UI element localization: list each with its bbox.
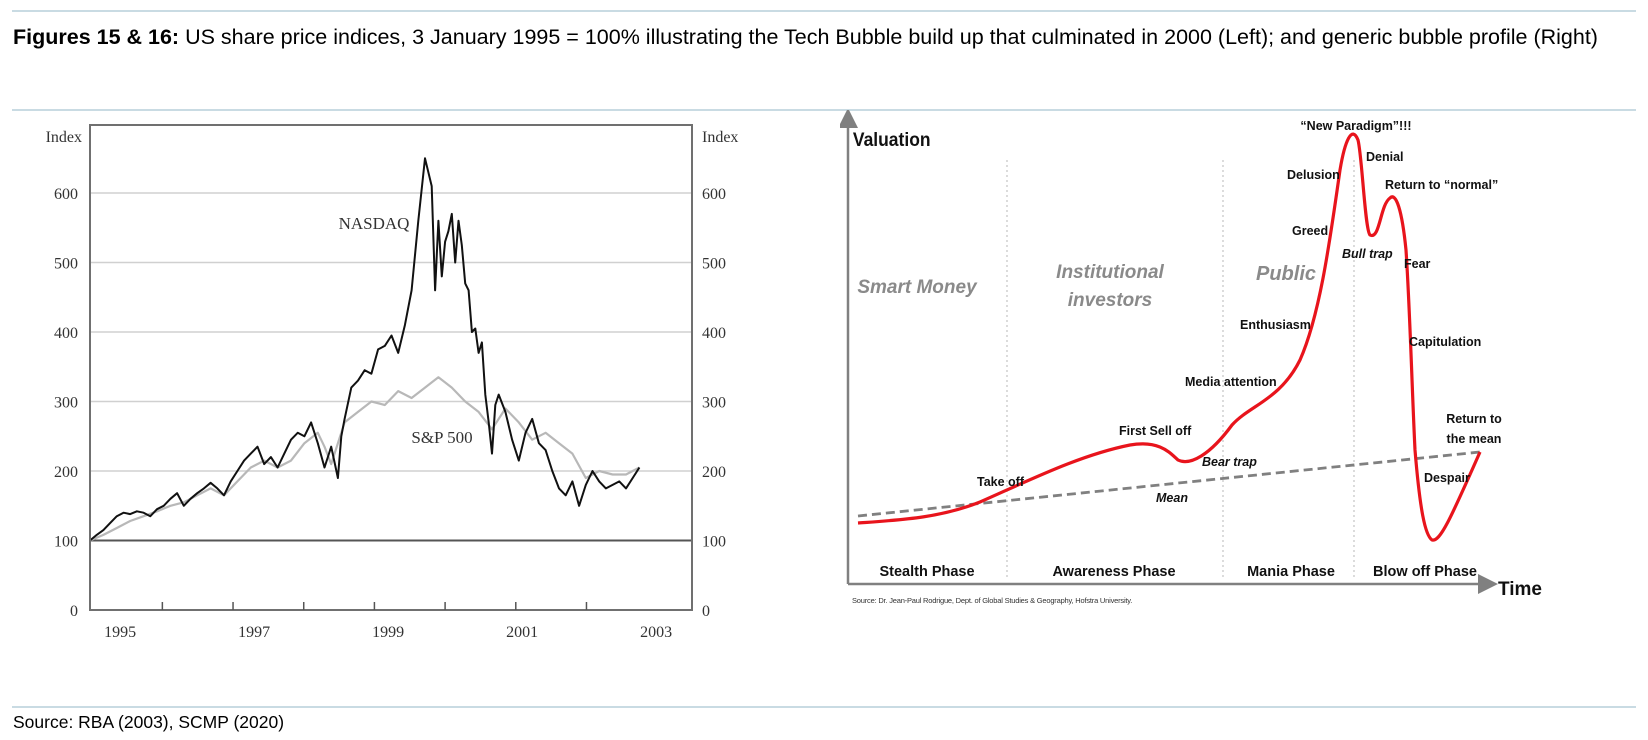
label-bull-trap: Bull trap (1342, 247, 1393, 261)
label-bear-trap: Bear trap (1202, 455, 1257, 469)
label-take-off: Take off (977, 475, 1025, 489)
y-tick-label-left: 200 (54, 464, 78, 481)
y-tick-label-left: 600 (54, 186, 78, 203)
x-tick-label: 1999 (372, 624, 404, 641)
x-tick-label: 1995 (104, 624, 136, 641)
sp500-label: S&P 500 (411, 428, 472, 447)
label-mean: Mean (1156, 491, 1188, 505)
y-tick-label-right: 400 (702, 325, 726, 342)
phase-awareness: Awareness Phase (1052, 564, 1175, 580)
y-tick-label-right: 200 (702, 464, 726, 481)
y-axis-title-left: Index (46, 129, 82, 146)
x-tick-label: 1997 (238, 624, 270, 641)
label-despair: Despair (1424, 471, 1470, 485)
top-rule (12, 10, 1636, 12)
label-return-mean-line2: the mean (1447, 432, 1502, 446)
y-tick-label-left: 400 (54, 325, 78, 342)
mean-line (857, 450, 1481, 518)
y-axis-title-right: Index (702, 129, 738, 146)
label-new-paradigm: “New Paradigm”!!! (1300, 119, 1411, 133)
label-media-attention: Media attention (1185, 375, 1277, 389)
y-tick-label-right: 500 (702, 256, 726, 273)
y-tick-label-right: 600 (702, 186, 726, 203)
nasdaq-label: NASDAQ (339, 214, 410, 233)
label-return-normal: Return to “normal” (1385, 178, 1498, 192)
source-note: Source: RBA (2003), SCMP (2020) (13, 712, 285, 732)
label-first-sell-off: First Sell off (1119, 424, 1192, 438)
figure-title: Figures 15 & 16: US share price indices,… (13, 20, 1633, 55)
label-enthusiasm: Enthusiasm (1240, 318, 1311, 332)
label-greed: Greed (1292, 224, 1328, 238)
y-tick-label-left: 100 (54, 534, 78, 551)
valuation-curve (857, 132, 1482, 542)
y-tick-label-left: 0 (70, 603, 78, 620)
diagram-source: Source: Dr. Jean-Paul Rodrigue, Dept. of… (852, 596, 1132, 605)
y-tick-label-right: 0 (702, 603, 710, 620)
bubble-profile-chart: Valuation Time Smart Money Institutional… (840, 110, 1542, 605)
label-denial: Denial (1366, 150, 1404, 164)
label-delusion: Delusion (1287, 168, 1340, 182)
label-fear: Fear (1404, 257, 1431, 271)
title-rule (12, 109, 1636, 111)
y-tick-label-right: 300 (702, 395, 726, 412)
figure-caption: US share price indices, 3 January 1995 =… (179, 25, 1598, 49)
phase-mania: Mania Phase (1247, 564, 1335, 580)
figure-number: Figures 15 & 16: (13, 25, 180, 49)
participant-institutional: Institutional (1056, 262, 1164, 283)
x-axis-title: Time (1498, 579, 1542, 600)
y-tick-label-left: 300 (54, 395, 78, 412)
x-tick-label: 2003 (640, 624, 672, 641)
bottom-rule (12, 706, 1636, 708)
nasdaq-line (89, 157, 641, 542)
plot-frame (89, 124, 693, 611)
y-axis-title: Valuation (853, 128, 931, 150)
phase-blow-off: Blow off Phase (1373, 564, 1477, 580)
label-capitulation: Capitulation (1409, 335, 1481, 349)
y-tick-label-left: 500 (54, 256, 78, 273)
participant-public: Public (1256, 263, 1316, 285)
phase-stealth: Stealth Phase (879, 564, 974, 580)
nasdaq-sp500-chart: Index Index NASDAQ S&P 500 0 0 100 100 200 20… (46, 124, 738, 641)
participant-smart-money: Smart Money (857, 277, 978, 298)
sp500-line (89, 376, 640, 542)
y-tick-label-right: 100 (702, 534, 726, 551)
participant-investors: investors (1068, 290, 1152, 311)
x-tick-label: 2001 (506, 624, 538, 641)
label-return-mean-line1: Return to (1446, 412, 1502, 426)
